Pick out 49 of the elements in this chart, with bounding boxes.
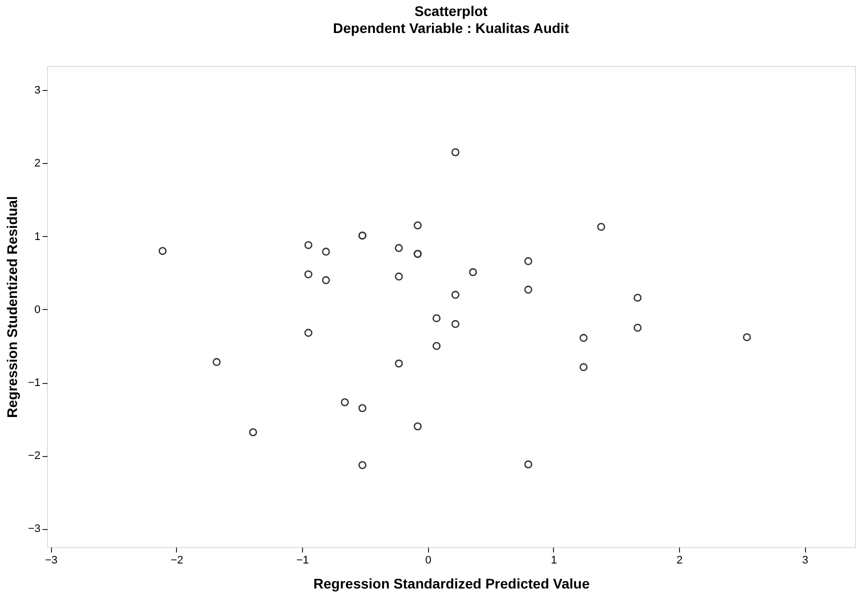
point [580,363,588,372]
point [432,314,441,322]
point [451,148,460,156]
x-tick-label: 0 [425,554,432,566]
point [451,320,460,328]
point [249,428,258,436]
point [304,241,312,250]
y-axis-title: Regression Studentized Residual [4,196,20,418]
point [358,404,366,412]
y-tick-label: 0 [34,304,40,316]
point [304,328,312,337]
x-tick-label: 1 [550,554,557,566]
point [580,334,588,342]
point [340,398,349,406]
point [432,342,441,350]
point [524,257,532,266]
x-axis-title: Regression Standardized Predicted Value [313,576,590,592]
chart-title: Scatterplot [414,3,488,19]
point [634,324,642,332]
point [468,268,477,276]
x-tick-label: −1 [296,554,309,566]
point [358,461,366,470]
chart-subtitle: Dependent Variable : Kualitas Audit [333,20,570,36]
point [304,270,312,278]
x-tick-label: 3 [802,554,808,566]
point [597,222,606,231]
point [634,294,642,302]
y-tick-label: 3 [34,84,40,97]
x-tick-label: 2 [676,554,683,566]
y-tick-label: 2 [34,158,40,170]
point [524,460,532,468]
y-tick-label: −2 [28,450,40,462]
y-tick-label: −3 [28,523,40,536]
x-tick-label: −2 [170,554,184,566]
y-tick-label: 1 [34,230,40,243]
x-tick-label: −3 [44,554,58,566]
point [524,286,532,294]
point [394,244,403,252]
point [414,422,422,430]
point [322,248,330,256]
point [394,272,403,281]
point [451,290,460,299]
point [158,246,167,255]
point [322,276,330,284]
point [394,360,403,368]
y-tick-label: −1 [28,377,40,390]
point [212,358,221,366]
point [742,333,751,342]
point [414,221,422,230]
